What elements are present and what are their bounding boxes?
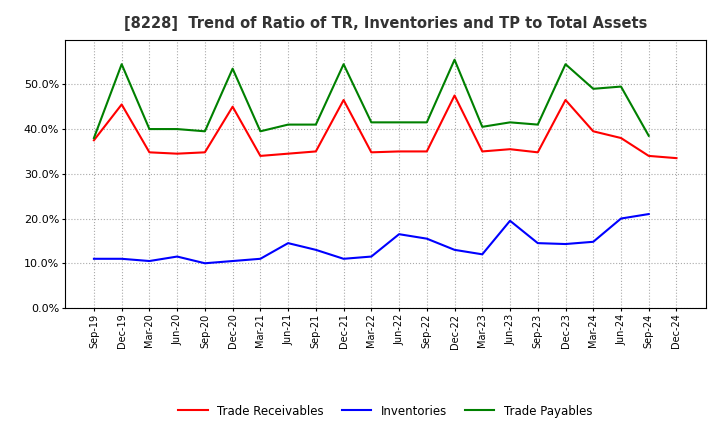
Inventories [616, 216, 625, 221]
Trade Receivables [284, 151, 292, 156]
Trade Receivables [228, 104, 237, 109]
Inventories [450, 247, 459, 253]
Inventories [284, 241, 292, 246]
Trade Payables [339, 62, 348, 67]
Trade Payables [395, 120, 403, 125]
Trade Receivables [367, 150, 376, 155]
Trade Receivables [478, 149, 487, 154]
Line: Trade Receivables: Trade Receivables [94, 95, 677, 158]
Trade Receivables [534, 150, 542, 155]
Trade Receivables [616, 136, 625, 141]
Inventories [561, 242, 570, 247]
Inventories [173, 254, 181, 259]
Inventories [505, 218, 514, 224]
Trade Receivables [395, 149, 403, 154]
Trade Receivables [256, 153, 265, 158]
Trade Payables [505, 120, 514, 125]
Trade Payables [256, 128, 265, 134]
Inventories [228, 258, 237, 264]
Title: [8228]  Trend of Ratio of TR, Inventories and TP to Total Assets: [8228] Trend of Ratio of TR, Inventories… [124, 16, 647, 32]
Line: Trade Payables: Trade Payables [94, 60, 649, 138]
Trade Payables [312, 122, 320, 127]
Inventories [395, 231, 403, 237]
Trade Payables [228, 66, 237, 71]
Trade Payables [201, 128, 210, 134]
Trade Receivables [173, 151, 181, 156]
Line: Inventories: Inventories [94, 214, 649, 263]
Trade Payables [367, 120, 376, 125]
Inventories [589, 239, 598, 245]
Trade Receivables [145, 150, 154, 155]
Trade Payables [534, 122, 542, 127]
Trade Receivables [450, 93, 459, 98]
Trade Receivables [423, 149, 431, 154]
Trade Receivables [561, 97, 570, 103]
Inventories [117, 256, 126, 261]
Trade Payables [478, 124, 487, 129]
Trade Payables [117, 62, 126, 67]
Trade Receivables [117, 102, 126, 107]
Inventories [339, 256, 348, 261]
Trade Receivables [201, 150, 210, 155]
Legend: Trade Receivables, Inventories, Trade Payables: Trade Receivables, Inventories, Trade Pa… [174, 400, 597, 422]
Trade Receivables [644, 153, 653, 158]
Inventories [423, 236, 431, 241]
Inventories [312, 247, 320, 253]
Trade Payables [589, 86, 598, 92]
Inventories [367, 254, 376, 259]
Trade Payables [284, 122, 292, 127]
Trade Payables [145, 126, 154, 132]
Trade Payables [423, 120, 431, 125]
Trade Receivables [89, 138, 98, 143]
Trade Payables [561, 62, 570, 67]
Trade Receivables [505, 147, 514, 152]
Inventories [256, 256, 265, 261]
Trade Receivables [589, 128, 598, 134]
Inventories [201, 260, 210, 266]
Trade Payables [450, 57, 459, 62]
Trade Receivables [672, 155, 681, 161]
Inventories [534, 241, 542, 246]
Trade Receivables [339, 97, 348, 103]
Trade Payables [89, 136, 98, 141]
Trade Payables [173, 126, 181, 132]
Trade Payables [616, 84, 625, 89]
Inventories [478, 252, 487, 257]
Trade Receivables [312, 149, 320, 154]
Inventories [89, 256, 98, 261]
Inventories [644, 211, 653, 216]
Inventories [145, 258, 154, 264]
Trade Payables [644, 133, 653, 139]
